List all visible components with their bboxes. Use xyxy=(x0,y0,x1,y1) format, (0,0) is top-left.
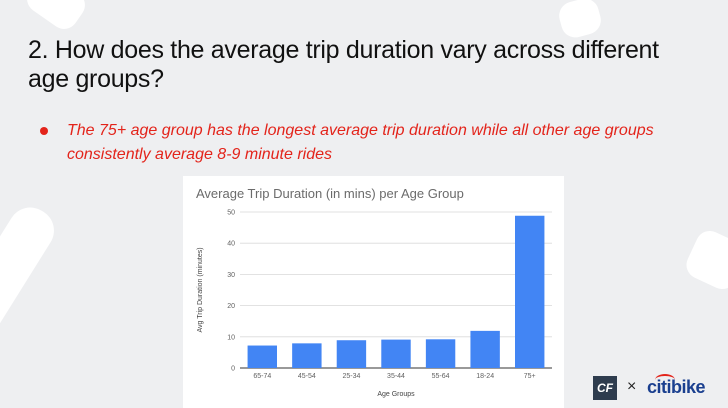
x-tick-label: 75+ xyxy=(524,373,536,380)
x-axis-ticks: 65-74 45-54 25-34 35-44 55-64 18-24 75+ xyxy=(253,373,535,380)
x-tick-label: 45-54 xyxy=(298,373,316,380)
bars xyxy=(247,215,545,368)
x-tick-label: 65-74 xyxy=(253,373,271,380)
bullet-text: The 75+ age group has the longest averag… xyxy=(67,122,654,163)
bar-45-54 xyxy=(292,343,322,368)
citi-bike-wordmark: citibike xyxy=(647,377,706,398)
slide-title: 2. How does the average trip duration va… xyxy=(28,36,659,93)
cf-badge: CF xyxy=(593,376,617,400)
x-axis-title: Age Groups xyxy=(377,391,415,398)
logo-separator: × xyxy=(627,378,637,395)
brand-part-bike: bike xyxy=(671,377,706,397)
brand-part-citi: citi xyxy=(647,377,672,397)
bar-65-74 xyxy=(247,345,277,368)
bar-18-24 xyxy=(470,330,500,368)
bar-25-34 xyxy=(336,340,367,368)
y-tick-label: 20 xyxy=(227,303,235,310)
bar-chart: Average Trip Duration (in mins) per Age … xyxy=(196,186,552,398)
bar-55-64 xyxy=(425,339,456,368)
y-tick-label: 10 xyxy=(227,334,235,341)
bullet-icon xyxy=(40,127,48,135)
x-tick-label: 18-24 xyxy=(476,373,494,380)
decor-shape xyxy=(556,0,604,41)
citi-arc-icon xyxy=(655,374,675,386)
decor-shape xyxy=(0,199,63,351)
chart-container: Average Trip Duration (in mins) per Age … xyxy=(183,176,564,408)
y-tick-label: 0 xyxy=(231,366,235,373)
y-tick-label: 30 xyxy=(227,272,235,279)
x-tick-label: 35-44 xyxy=(387,373,405,380)
x-tick-label: 55-64 xyxy=(432,373,450,380)
y-axis-title: Avg Trip Duration (minutes) xyxy=(197,247,204,332)
y-tick-label: 50 xyxy=(227,210,235,217)
decor-shape xyxy=(681,226,728,294)
x-tick-label: 25-34 xyxy=(342,373,360,380)
y-tick-label: 40 xyxy=(227,241,235,248)
bar-35-44 xyxy=(381,339,411,368)
grid-lines xyxy=(240,211,552,369)
chart-title: Average Trip Duration (in mins) per Age … xyxy=(196,186,464,201)
decor-shape xyxy=(21,0,91,35)
bar-75+ xyxy=(515,215,545,368)
y-axis-ticks: 0 10 20 30 40 50 xyxy=(227,210,235,373)
